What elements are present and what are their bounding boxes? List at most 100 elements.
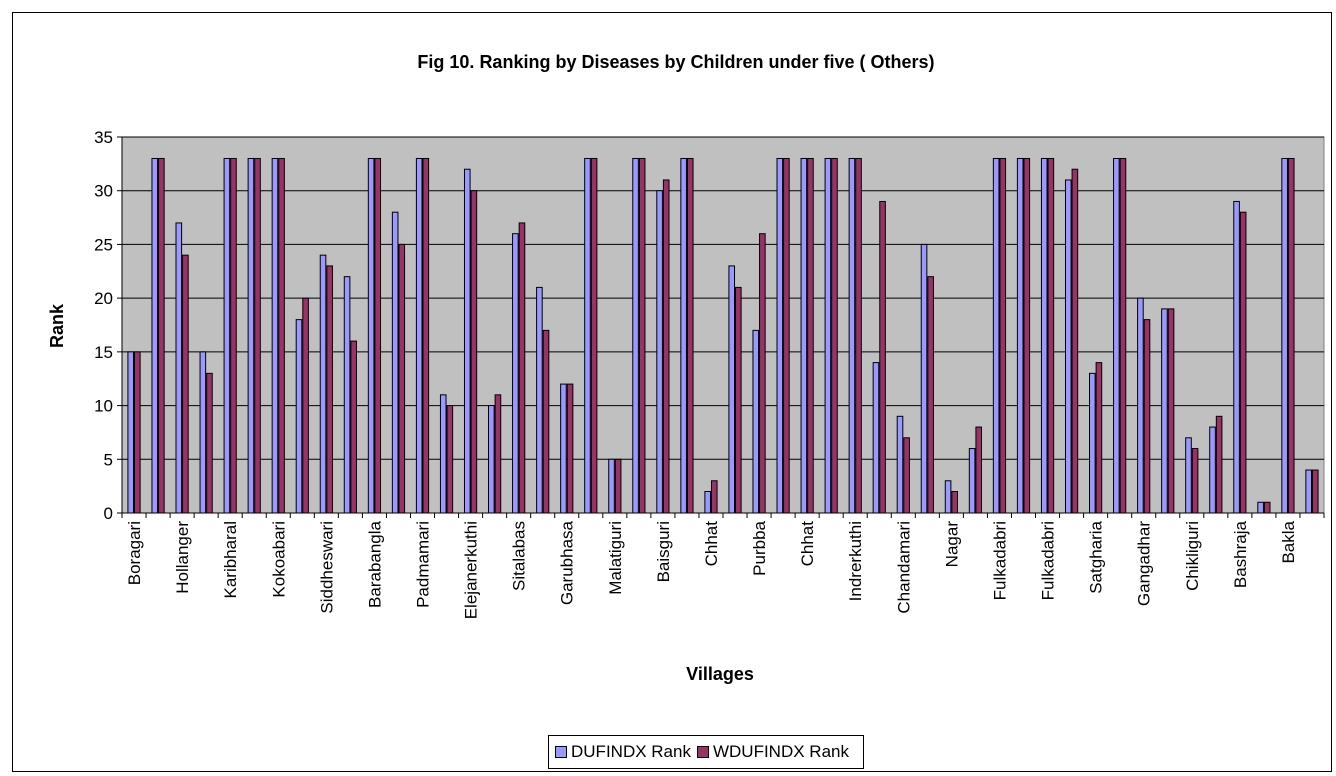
bar-wdufindx [278,157,285,514]
x-category-label: Elejanerkuthi [462,521,481,619]
bar-dufindx [199,351,207,514]
bar-dufindx [151,157,159,514]
x-category-label: Padmamari [414,521,433,608]
bar-dufindx [992,157,1000,514]
bar-dufindx [848,157,856,514]
bar-wdufindx [783,157,790,514]
bar-dufindx [776,157,784,514]
x-category-label: Boragari [125,521,144,585]
x-category-label: Chikliguri [1183,521,1202,591]
y-tick-label: 30 [94,182,113,201]
bar-wdufindx [879,200,886,514]
bar-wdufindx [470,190,478,514]
chart-svg: Fig 10. Ranking by Diseases by Children … [47,52,1325,684]
x-category-label: Fulkadabri [1039,521,1058,600]
bar-dufindx [920,243,928,514]
bar-dufindx [271,157,279,514]
y-tick-label: 5 [104,450,113,469]
bar-wdufindx [638,157,646,514]
bar-wdufindx [230,157,237,514]
bar-wdufindx [1311,469,1319,514]
bar-dufindx [752,329,760,514]
bar-wdufindx [518,222,526,514]
bar-dufindx [1257,501,1264,514]
bar-dufindx [944,480,952,514]
bar-wdufindx [807,157,814,514]
bar-dufindx [1281,157,1288,514]
bar-dufindx [223,157,231,514]
bar-wdufindx [735,286,742,514]
bar-dufindx [680,157,687,514]
bar-wdufindx [254,157,261,514]
bar-dufindx [343,276,351,514]
bar-dufindx [1089,372,1096,514]
x-category-label: Bashraja [1231,520,1250,588]
bar-wdufindx [662,179,670,514]
bar-dufindx [560,383,567,514]
bar-wdufindx [614,458,622,514]
bar-wdufindx [951,491,958,514]
bar-wdufindx [446,405,454,514]
bar-wdufindx [1071,168,1079,514]
bar-dufindx [728,265,736,514]
x-category-label: Chandamari [894,521,913,614]
x-category-label: Fulkadabri [990,521,1009,600]
x-category-label: Siddheswari [317,521,336,614]
x-category-label: Barabangla [365,520,384,608]
bar-dufindx [1305,469,1312,514]
x-category-label: Gangadhar [1135,521,1154,606]
bar-dufindx [704,491,711,514]
x-category-label: Purbba [750,520,769,575]
bar-wdufindx [302,297,309,514]
bar-wdufindx [1287,157,1295,514]
legend-swatch-dufindx [555,746,567,758]
legend-label-wdufindx: WDUFINDX Rank [712,742,849,761]
bar-wdufindx [1263,501,1271,514]
x-category-label: Bakla [1279,520,1298,563]
x-category-label: Nagar [942,521,961,568]
bar-dufindx [1064,179,1072,514]
bar-dufindx [584,157,591,514]
x-category-label: Chhat [702,521,721,567]
bar-wdufindx [759,233,766,514]
x-category-label: Indrerkuthi [846,521,865,601]
x-category-label: Sitalabas [510,521,529,591]
bar-wdufindx [326,265,333,514]
x-category-label: Kokoabari [269,521,288,598]
bar-dufindx [415,157,423,514]
bar-dufindx [656,190,663,514]
bar-wdufindx [566,383,574,514]
bar-wdufindx [1119,157,1127,514]
bar-dufindx [1016,157,1024,514]
bar-wdufindx [350,340,357,514]
legend-item-dufindx: DUFINDX Rank [555,742,691,762]
bar-wdufindx [710,480,718,514]
x-category-label: Baisguri [654,521,673,582]
bar-dufindx [824,157,832,514]
bar-wdufindx [422,157,430,514]
bar-wdufindx [206,372,213,514]
bar-dufindx [127,351,135,514]
bar-dufindx [608,458,615,514]
bar-dufindx [319,254,327,514]
bar-dufindx [439,394,447,514]
bar-dufindx [536,286,543,514]
bar-wdufindx [1047,157,1055,514]
y-tick-label: 35 [94,128,113,147]
y-tick-label: 10 [94,397,113,416]
bar-dufindx [247,157,255,514]
bar-wdufindx [686,157,694,514]
bar-dufindx [1161,308,1168,514]
legend-swatch-wdufindx [696,746,709,758]
y-tick-label: 25 [94,235,113,254]
x-category-label: Malatiguri [606,521,625,595]
bar-dufindx [1209,426,1216,514]
bar-wdufindx [831,157,838,514]
chart-frame: Fig 10. Ranking by Diseases by Children … [12,12,1332,772]
chart-title: Fig 10. Ranking by Diseases by Children … [417,52,934,72]
x-category-label: Satgharia [1087,520,1106,593]
y-tick-label: 0 [104,504,113,523]
bar-dufindx [295,319,303,514]
x-category-label: Chhat [798,521,817,567]
bar-wdufindx [1191,448,1199,514]
